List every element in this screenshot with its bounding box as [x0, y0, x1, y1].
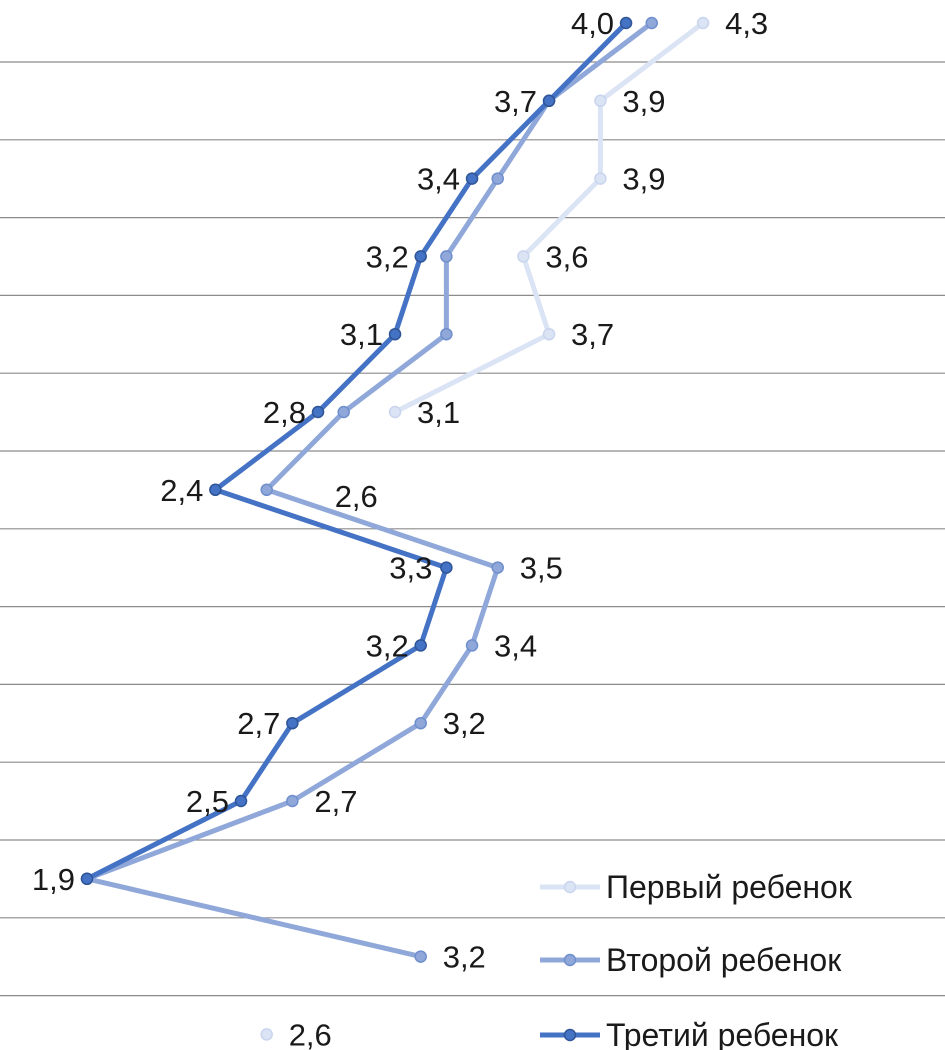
series-3-point-1 — [619, 16, 633, 30]
series-3-label-5: 3,1 — [340, 317, 383, 352]
series-3-label-7: 2,4 — [160, 473, 203, 508]
series-2-label-9: 3,4 — [494, 628, 537, 663]
series-1-line — [393, 21, 705, 415]
series-3-point-10 — [286, 716, 299, 730]
series-1-point-4 — [517, 250, 530, 263]
series-2-label-7: 2,6 — [335, 479, 378, 514]
legend-label-3: Третий ребенок — [606, 1017, 839, 1050]
legend: Первый ребенок Второй ребенок Третий ребен… — [540, 869, 853, 1050]
series-3-label-10: 2,7 — [237, 706, 280, 741]
series-3-label-4: 3,2 — [366, 239, 409, 274]
series-1-label-6: 3,1 — [417, 395, 460, 430]
series-1-label-3: 3,9 — [622, 162, 665, 197]
series-3-point-9 — [414, 639, 427, 652]
series-1-label-14: 2,6 — [289, 1017, 332, 1050]
series-2-point-13 — [414, 950, 427, 963]
legend-label-2: Второй ребенок — [606, 942, 842, 978]
series-3-point-4 — [414, 250, 427, 263]
series-3-label-6: 2,8 — [263, 395, 306, 430]
series-1-label-4: 3,6 — [545, 239, 588, 274]
series-3-group — [80, 16, 633, 886]
legend-label-1: Первый ребенок — [606, 869, 853, 905]
series-1-label-2: 3,9 — [622, 84, 665, 119]
series-3-label-2: 3,7 — [494, 84, 537, 119]
legend-swatch-marker-3 — [563, 1028, 577, 1042]
series-3-point-6 — [311, 405, 325, 419]
series-3-line — [85, 21, 628, 882]
series-2-label-8: 3,5 — [520, 551, 563, 586]
series-2-point-1 — [645, 16, 658, 30]
series-1-group — [260, 16, 710, 1041]
legend-swatch-marker-2 — [563, 953, 577, 967]
series-1-label-5: 3,7 — [571, 317, 614, 352]
series-3-label-3: 3,4 — [417, 162, 460, 197]
series-2-point-6 — [337, 405, 350, 419]
series-2-point-11 — [286, 794, 299, 808]
series-1-point-1 — [696, 16, 710, 30]
series-3-label-12: 1,9 — [32, 862, 75, 897]
series-1-point-2 — [594, 94, 607, 108]
series-3-point-12 — [80, 872, 94, 886]
series-2-point-8 — [491, 561, 504, 574]
series-3-label-9: 3,2 — [366, 628, 409, 663]
series-2-point-7 — [260, 483, 273, 497]
series-2-label-13: 3,2 — [443, 940, 486, 975]
series-2-point-4 — [440, 250, 453, 263]
series-3-label-8: 3,3 — [389, 551, 432, 586]
series-2-point-10 — [414, 716, 427, 730]
series-3-point-2 — [542, 94, 556, 108]
series-2-label-11: 2,7 — [314, 784, 357, 819]
series-1-point-14 — [260, 1028, 273, 1041]
legend-swatch-marker-1 — [563, 880, 577, 894]
series-1-label-1: 4,3 — [725, 6, 768, 41]
legend-item-1: Первый ребенок — [540, 869, 853, 905]
series-1-point-5 — [542, 327, 556, 341]
series-3-point-5 — [388, 327, 402, 341]
series-2-point-9 — [465, 639, 479, 652]
series-1-point-3 — [594, 172, 607, 185]
series-3-point-3 — [465, 172, 479, 185]
legend-item-2: Второй ребенок — [540, 942, 842, 978]
series-lines — [80, 16, 710, 1041]
series-3-point-11 — [234, 794, 248, 808]
data-labels: 4,3 3,9 3,9 3,6 3,7 3,1 2,6 2,6 3,5 3,4 3,2 2,7 3,2 4… — [32, 6, 768, 1050]
series-2-point-5 — [440, 327, 453, 341]
legend-item-3: Третий ребенок — [540, 1017, 839, 1050]
series-3-label-1: 4,0 — [571, 6, 614, 41]
series-3-point-8 — [440, 561, 453, 574]
series-1-point-6 — [388, 405, 402, 419]
series-2-point-3 — [491, 172, 504, 185]
series-2-label-10: 3,2 — [443, 706, 486, 741]
series-3-label-11: 2,5 — [186, 784, 229, 819]
series-3-point-7 — [209, 483, 222, 497]
